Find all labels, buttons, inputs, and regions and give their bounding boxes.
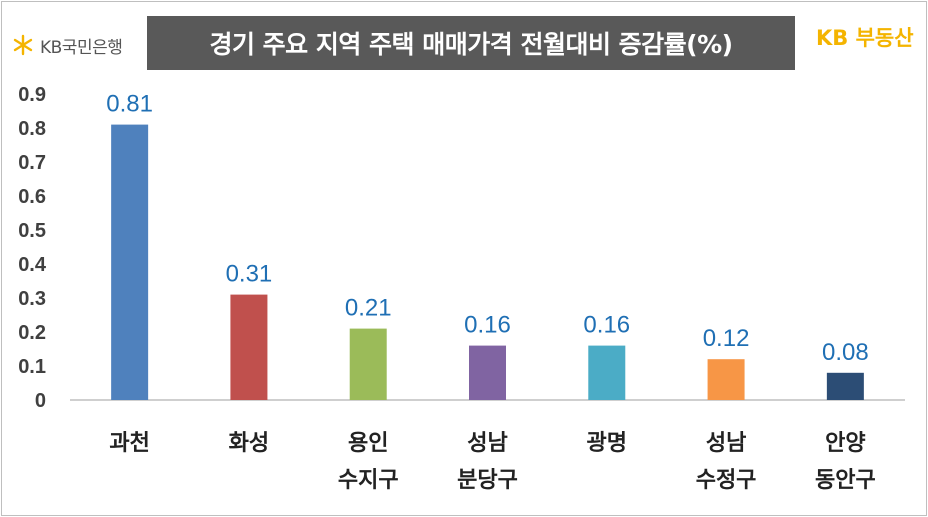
category-label: 과천 <box>109 431 149 456</box>
kb-bank-logo-text: KB국민은행 <box>40 37 123 58</box>
category-label: 광명 <box>587 431 627 456</box>
y-tick-label: 0.8 <box>18 118 46 140</box>
category-label: 용인 <box>348 431 388 456</box>
data-label: 0.08 <box>822 339 869 366</box>
data-label: 0.31 <box>226 261 273 288</box>
category-label: 수정구 <box>696 468 757 493</box>
y-tick-label: 0.2 <box>18 322 46 344</box>
category-label: 안양 <box>825 431 865 456</box>
bar <box>111 124 149 400</box>
bar <box>349 328 387 400</box>
y-tick-label: 0.6 <box>18 186 46 208</box>
chart-title-box: 경기 주요 지역 주택 매매가격 전월대비 증감률(%) <box>147 16 795 70</box>
data-label: 0.16 <box>464 312 511 339</box>
category-label: 성남 <box>467 431 507 456</box>
kb-realestate-logo: KB 부동산 <box>816 22 914 52</box>
data-label: 0.12 <box>703 325 750 352</box>
chart-title: 경기 주요 지역 주택 매매가격 전월대비 증감률(%) <box>209 30 733 59</box>
data-label: 0.16 <box>583 312 630 339</box>
y-tick-label: 0.1 <box>18 356 46 378</box>
y-tick-label: 0.4 <box>18 254 47 276</box>
bar <box>707 359 745 400</box>
y-tick-label: 0.7 <box>18 152 46 174</box>
kb-star-icon <box>13 34 33 56</box>
data-label: 0.81 <box>106 91 153 118</box>
y-tick-label: 0 <box>35 390 46 412</box>
category-label: 성남 <box>706 431 746 456</box>
bar <box>469 345 506 400</box>
category-label: 동안구 <box>815 468 876 493</box>
data-label: 0.21 <box>345 295 392 322</box>
y-tick-label: 0.5 <box>18 220 46 242</box>
y-tick-label: 0.3 <box>18 288 46 310</box>
category-label: 분당구 <box>457 468 518 493</box>
category-label: 수지구 <box>338 468 399 493</box>
bar <box>826 372 864 400</box>
category-label: 화성 <box>229 431 269 456</box>
kb-bank-logo: KB국민은행 <box>12 30 123 60</box>
bar <box>230 294 268 400</box>
kb-realestate-logo-text: 부동산 <box>855 26 914 50</box>
kb-realestate-logo-kb: KB <box>816 26 849 50</box>
bar <box>588 345 626 400</box>
y-tick-label: 0.9 <box>18 84 46 106</box>
